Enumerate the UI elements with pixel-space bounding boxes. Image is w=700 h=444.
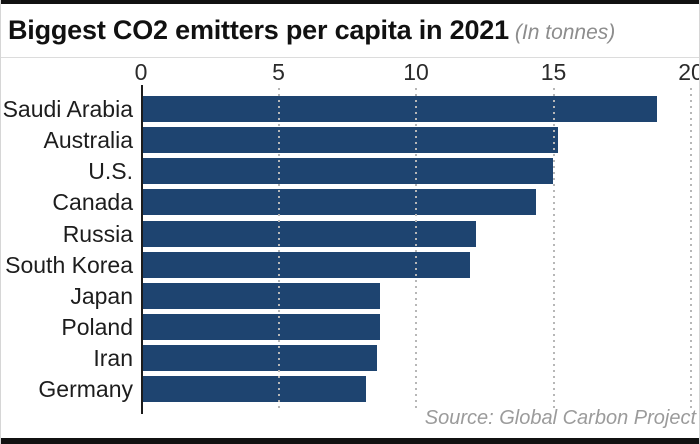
bar bbox=[143, 314, 380, 341]
chart-title: Biggest CO2 emitters per capita in 2021 bbox=[8, 15, 509, 45]
gridline bbox=[415, 88, 417, 410]
gridline bbox=[552, 88, 555, 410]
bar-row: Poland bbox=[1, 314, 699, 341]
category-label: Iran bbox=[93, 345, 133, 372]
bar bbox=[143, 96, 658, 122]
category-label: Japan bbox=[70, 282, 133, 309]
source-credit: Source: Global Carbon Project bbox=[424, 407, 696, 429]
title-divider bbox=[1, 57, 699, 58]
bar bbox=[143, 251, 471, 278]
bar-row: South Korea bbox=[1, 251, 699, 278]
bar-row: Germany bbox=[1, 376, 699, 403]
category-label: Poland bbox=[61, 314, 133, 341]
x-axis-tick-label: 15 bbox=[540, 59, 567, 85]
x-axis-tick-label: 20 bbox=[678, 59, 699, 85]
category-label: Canada bbox=[52, 189, 133, 216]
gridline bbox=[277, 88, 280, 410]
bottom-rule bbox=[1, 438, 699, 444]
bar bbox=[143, 189, 537, 216]
bar bbox=[143, 282, 380, 309]
x-axis-tick-label: 0 bbox=[134, 59, 148, 85]
bar bbox=[143, 127, 559, 154]
category-label: Russia bbox=[62, 220, 133, 247]
category-label: South Korea bbox=[5, 251, 133, 278]
y-axis-line bbox=[141, 85, 143, 414]
bar-row: Japan bbox=[1, 282, 699, 309]
category-label: Germany bbox=[38, 376, 133, 403]
bar-row: Russia bbox=[1, 220, 699, 247]
bar-row: Iran bbox=[1, 345, 699, 372]
bar-row: U.S. bbox=[1, 158, 699, 185]
category-label: U.S. bbox=[88, 158, 133, 185]
bar bbox=[143, 345, 377, 372]
chart-subtitle: (In tonnes) bbox=[514, 21, 616, 44]
x-axis-tick-label: 10 bbox=[403, 59, 429, 85]
bar bbox=[143, 158, 553, 185]
gridline bbox=[690, 88, 692, 410]
chart-header: Biggest CO2 emitters per capita in 2021(… bbox=[8, 15, 698, 46]
category-label: Saudi Arabia bbox=[2, 96, 133, 122]
bar-row: Saudi Arabia bbox=[1, 96, 699, 122]
bar bbox=[143, 376, 366, 403]
category-label: Australia bbox=[43, 127, 133, 154]
top-rule bbox=[1, 0, 699, 4]
bar-row: Canada bbox=[1, 189, 699, 216]
x-axis-tick-label: 5 bbox=[272, 59, 285, 85]
bar-row: Australia bbox=[1, 127, 699, 154]
bar bbox=[143, 220, 476, 247]
